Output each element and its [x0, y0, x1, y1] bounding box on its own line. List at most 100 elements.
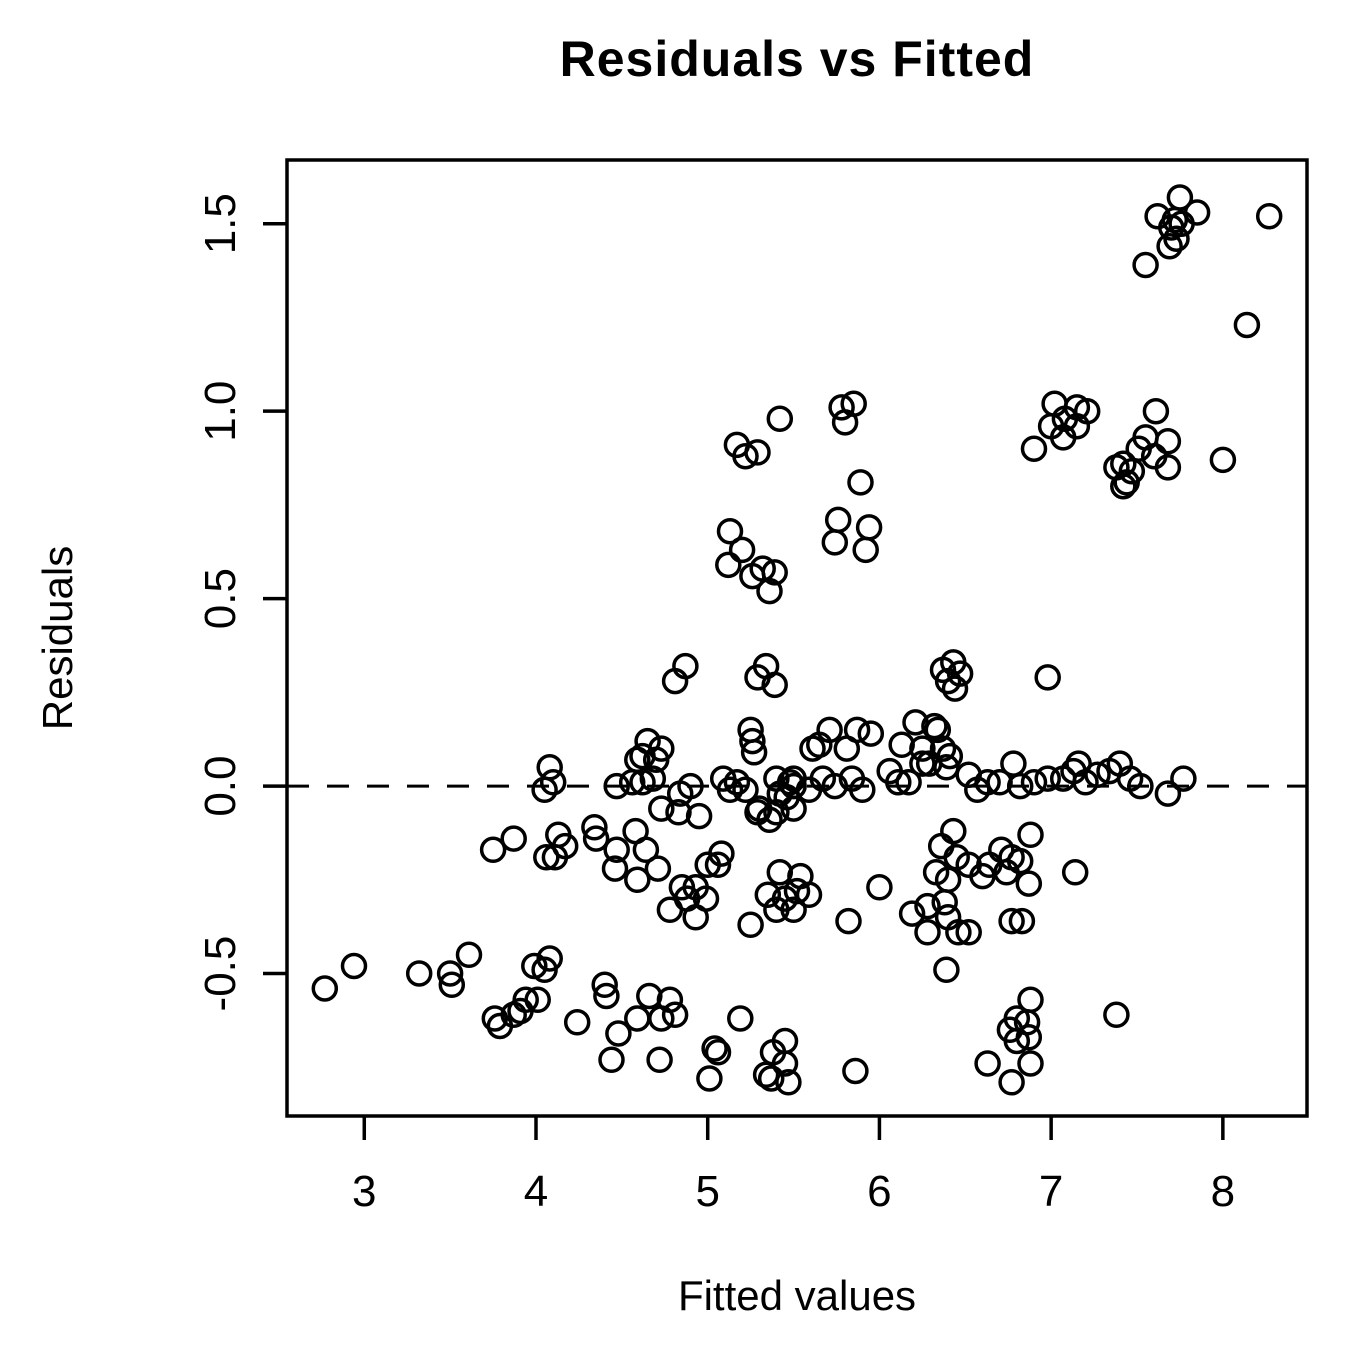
data-point	[739, 727, 766, 755]
data-point	[1015, 870, 1043, 897]
data-point	[1154, 780, 1182, 807]
data-point	[1142, 397, 1170, 425]
data-point	[582, 825, 610, 852]
x-tick-label: 4	[524, 1167, 548, 1216]
data-point	[927, 832, 955, 860]
data-point	[405, 960, 433, 987]
data-point	[1017, 821, 1044, 849]
data-point	[539, 769, 567, 796]
data-point	[783, 877, 811, 905]
data-point	[533, 844, 560, 871]
data-point	[821, 529, 849, 556]
data-point	[895, 769, 922, 796]
x-tick-label: 5	[695, 1167, 719, 1216]
data-point	[740, 739, 768, 766]
data-point	[974, 1050, 1001, 1077]
data-point	[849, 776, 876, 804]
data-point	[1049, 424, 1077, 451]
data-point	[752, 1061, 780, 1089]
data-point	[716, 776, 744, 804]
data-point	[955, 851, 982, 879]
data-point	[694, 851, 721, 879]
data-point	[1006, 847, 1034, 875]
data-point	[1154, 454, 1182, 481]
data-point	[756, 806, 783, 834]
data-point	[531, 776, 558, 804]
data-point	[639, 765, 667, 792]
data-point	[737, 911, 764, 939]
x-tick-label: 7	[1039, 1167, 1063, 1216]
data-point	[642, 746, 670, 774]
data-point	[591, 971, 618, 999]
plot-border	[285, 158, 1309, 1118]
data-point	[1127, 772, 1154, 800]
data-point	[831, 409, 859, 436]
data-point	[1110, 472, 1137, 500]
data-point	[1156, 232, 1183, 260]
data-point	[998, 907, 1025, 935]
data-point	[479, 836, 507, 864]
data-point	[716, 517, 744, 545]
data-point	[842, 1057, 869, 1085]
data-point	[593, 982, 620, 1010]
data-point	[833, 735, 861, 762]
data-point	[1183, 199, 1211, 226]
data-point	[780, 896, 807, 924]
data-point	[581, 814, 608, 841]
data-point	[1132, 251, 1159, 279]
data-point	[915, 750, 943, 777]
data-point	[1061, 859, 1089, 886]
data-point	[704, 851, 732, 879]
data-point	[941, 675, 969, 702]
data-point	[1170, 765, 1197, 792]
x-tick-label: 3	[352, 1167, 376, 1216]
data-point	[914, 892, 941, 920]
data-point	[933, 956, 960, 984]
data-point	[771, 1050, 799, 1077]
data-point	[766, 405, 794, 432]
data-point	[656, 896, 684, 924]
x-tick-label: 8	[1211, 1167, 1235, 1216]
data-point	[940, 817, 967, 845]
data-point	[704, 1039, 732, 1066]
data-point	[754, 881, 782, 909]
data-point	[666, 780, 694, 807]
data-point	[438, 971, 466, 999]
data-point	[852, 536, 879, 564]
data-point	[629, 742, 656, 770]
data-point	[828, 394, 855, 421]
data-point	[835, 907, 862, 935]
data-point	[855, 514, 883, 541]
data-point	[486, 1012, 514, 1040]
data-point	[1255, 202, 1283, 230]
data-point	[661, 1001, 689, 1029]
data-point	[931, 889, 958, 916]
data-point	[1020, 435, 1048, 462]
y-tick-label: 0.0	[196, 756, 245, 817]
data-point	[1017, 1050, 1044, 1077]
data-point	[1209, 446, 1237, 474]
data-point	[761, 671, 788, 699]
data-point	[974, 769, 1001, 796]
data-point	[761, 559, 788, 586]
y-tick-label: 1.0	[196, 381, 245, 442]
data-point	[563, 1009, 591, 1036]
data-point	[924, 716, 952, 744]
data-point	[340, 952, 368, 980]
data-point	[1233, 311, 1261, 339]
x-tick-label: 6	[867, 1167, 891, 1216]
data-point	[648, 795, 675, 822]
data-point	[824, 506, 852, 534]
data-point	[1020, 769, 1048, 796]
data-point	[624, 1005, 651, 1032]
data-point	[311, 975, 339, 1002]
data-point	[455, 941, 483, 969]
data-point	[601, 855, 629, 882]
data-point	[541, 844, 569, 871]
data-point	[1015, 1024, 1043, 1051]
data-point	[866, 874, 893, 901]
data-point	[701, 1035, 728, 1062]
data-point	[624, 866, 651, 894]
data-point	[603, 836, 630, 864]
